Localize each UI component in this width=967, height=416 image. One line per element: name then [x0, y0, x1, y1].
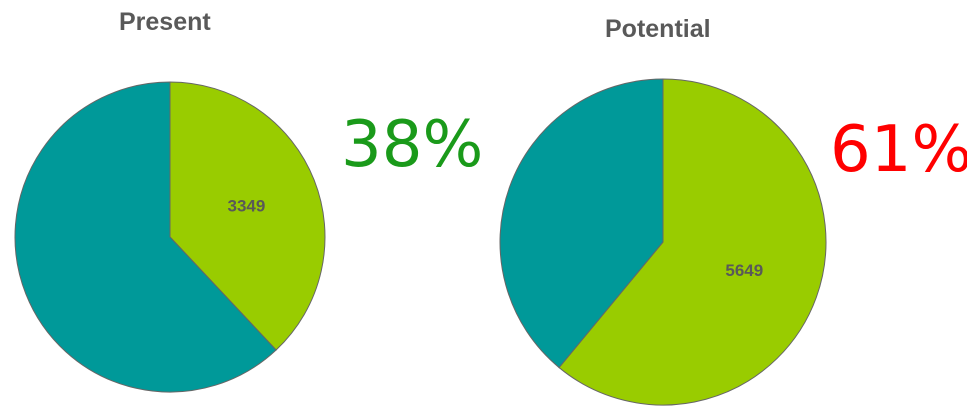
pie-title-potential: Potential	[605, 15, 711, 43]
present-percentage: 38%	[341, 108, 484, 182]
pie-present-slice-0	[169, 81, 326, 351]
potential-percentage: 61%	[830, 113, 967, 187]
pie-present-slice-1	[14, 81, 277, 393]
pie-potential-slice-0	[558, 78, 827, 406]
pie-title-present: Present	[119, 8, 211, 36]
pie-potential-slice-1	[499, 78, 664, 369]
pie-present-slice-label: 3349	[227, 196, 265, 215]
pie-potential-slice-label: 5649	[725, 261, 763, 280]
